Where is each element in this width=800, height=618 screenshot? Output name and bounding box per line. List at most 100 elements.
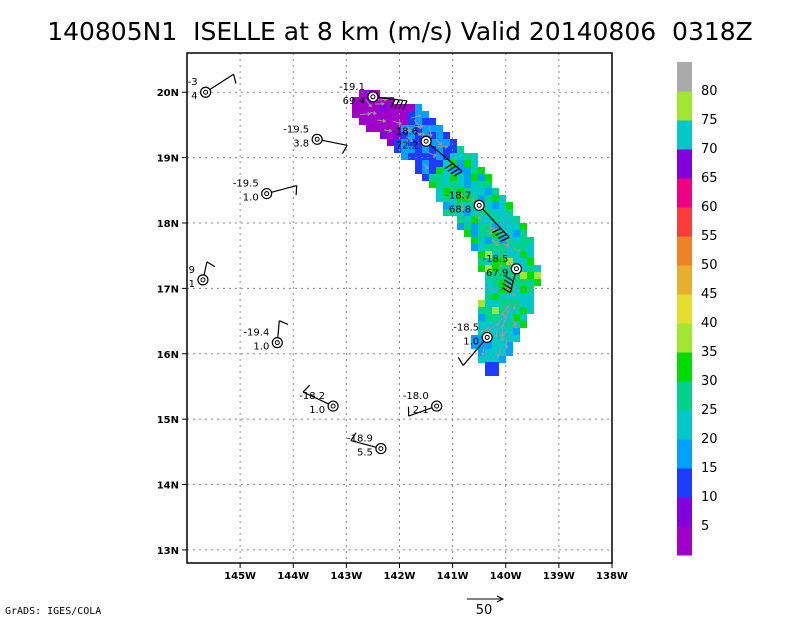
field-cell	[471, 167, 478, 174]
wind-vector	[499, 333, 504, 341]
wind-vector	[427, 151, 437, 157]
field-cell	[457, 188, 464, 195]
station-wind-label: 1.0	[463, 336, 479, 347]
field-cell	[485, 216, 492, 223]
wind-vector	[383, 129, 392, 132]
colorbar: 5 10 15 20 25 30 35 40 45 50 55 60 65 70 75 80	[677, 62, 718, 556]
field-cell	[443, 160, 450, 167]
wind-barb-flag	[503, 283, 512, 290]
field-cell	[401, 132, 408, 139]
wind-vector-head	[382, 118, 387, 123]
colorbar-swatch	[677, 352, 692, 382]
field-cell	[471, 188, 478, 195]
field-cell	[506, 349, 513, 356]
field-cell	[464, 223, 471, 230]
field-cell	[450, 195, 457, 202]
field-cell	[492, 202, 499, 209]
field-cell	[513, 321, 520, 328]
y-tick-label: 14N	[157, 481, 179, 492]
colorbar-label: 50	[701, 258, 718, 273]
wind-vector-head	[506, 286, 511, 291]
field-cell	[499, 216, 506, 223]
field-cell	[436, 160, 443, 167]
field-cell	[478, 195, 485, 202]
station-marker-inner	[203, 89, 209, 95]
credit-label: GrADS: IGES/COLA	[5, 606, 101, 617]
station-marker-inner	[434, 403, 440, 409]
wind-vector-head	[495, 228, 500, 233]
colorbar-swatch	[677, 149, 692, 179]
wind-vector-head	[368, 103, 372, 108]
field-cell	[415, 160, 422, 167]
field-cell	[422, 132, 429, 139]
wind-vector-head	[406, 128, 411, 133]
field-cell	[513, 314, 520, 321]
field-cell	[457, 181, 464, 188]
wind-barb-flag	[398, 100, 404, 110]
wind-vector	[377, 98, 387, 101]
station-wind-label: 2.1	[413, 405, 429, 416]
colorbar-swatch	[677, 207, 692, 237]
field-cell	[513, 286, 520, 293]
field-cell	[492, 279, 499, 286]
wind-vector	[505, 304, 511, 310]
colorbar-swatch	[677, 178, 692, 208]
colorbar-label: 55	[701, 229, 718, 244]
field-cell	[373, 125, 380, 132]
field-cell	[485, 279, 492, 286]
wind-vector-head	[494, 334, 499, 338]
field-cell	[366, 104, 373, 111]
field-cell	[450, 202, 457, 209]
field-cell	[492, 209, 499, 216]
station-temp-label: -18.9	[347, 434, 373, 445]
station-temp-label: 9	[189, 265, 195, 276]
wind-vector	[429, 126, 432, 137]
station-plot: 91	[189, 261, 216, 290]
wind-vector	[406, 125, 411, 132]
x-tick-label: 142W	[384, 571, 416, 582]
field-cell	[408, 146, 415, 153]
field-cell	[485, 356, 492, 363]
station-marker	[367, 91, 379, 103]
field-cell	[499, 279, 506, 286]
field-cell	[457, 146, 464, 153]
field-cell	[520, 251, 527, 258]
station-temp-label: -18.5	[453, 322, 479, 333]
field-cell	[506, 279, 513, 286]
wind-vector	[365, 99, 372, 108]
field-cell	[534, 279, 541, 286]
field-cell	[443, 202, 450, 209]
field-cell	[471, 216, 478, 223]
field-cell	[499, 349, 506, 356]
field-cell	[401, 125, 408, 132]
wind-vector	[464, 197, 475, 202]
colorbar-label: 60	[701, 200, 718, 215]
field-cell	[485, 230, 492, 237]
field-cell	[499, 265, 506, 272]
wind-vector-head	[496, 242, 500, 247]
field-cell	[478, 251, 485, 258]
station-plot: -18.9 5.5	[347, 432, 387, 459]
field-cell	[359, 97, 366, 104]
field-cell	[485, 181, 492, 188]
wind-vector-head	[517, 248, 522, 253]
x-tick-label: 143W	[330, 571, 362, 582]
y-axis-ticks: 13N 14N 15N 16N 17N 18N 19N 20N	[157, 88, 187, 557]
field-cell	[408, 125, 415, 132]
wind-vector	[377, 119, 386, 122]
field-cell	[506, 286, 513, 293]
field-cell	[450, 209, 457, 216]
field-cell	[506, 272, 513, 279]
field-cell	[485, 251, 492, 258]
wind-vector	[502, 316, 508, 327]
x-tick-label: 141W	[437, 571, 469, 582]
colorbar-swatch	[677, 294, 692, 324]
wind-barb-staff	[462, 337, 488, 366]
x-tick-label: 145W	[224, 571, 256, 582]
field-cell	[464, 160, 471, 167]
field-cell	[499, 223, 506, 230]
station-wind-label: 72.2	[396, 140, 418, 151]
wind-barb-flag	[447, 165, 457, 172]
station-temp-label: -18.5	[483, 254, 509, 265]
field-cell	[380, 104, 387, 111]
